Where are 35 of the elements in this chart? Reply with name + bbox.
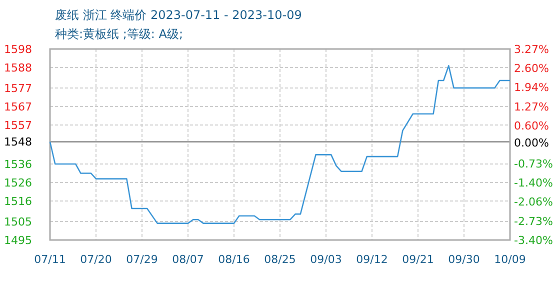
x-tick-label: 09/21	[402, 253, 434, 266]
y-tick-label: 1567	[4, 100, 32, 114]
y-tick-label: 1516	[4, 195, 32, 208]
y2-tick-label: -0.73%	[514, 158, 553, 171]
y-tick-label: 1588	[4, 62, 32, 75]
x-tick-label: 10/09	[494, 253, 526, 266]
x-tick-label: 07/11	[34, 253, 66, 266]
y-tick-label: 1526	[4, 176, 32, 190]
y2-tick-label: 3.27%	[514, 43, 549, 56]
y2-tick-label: -3.40%	[514, 234, 553, 247]
y2-tick-label: 0.00%	[514, 136, 549, 150]
chart-subtitle: 种类:黄板纸 ;等级: A级;	[55, 27, 184, 41]
x-tick-label: 08/25	[264, 253, 296, 266]
y-tick-label: 1548	[4, 136, 32, 149]
x-tick-label: 07/20	[80, 253, 112, 266]
y2-tick-label: 1.27%	[514, 100, 549, 114]
y2-tick-label: 1.94%	[514, 81, 549, 94]
y-tick-label: 1598	[4, 43, 32, 56]
x-tick-label: 09/03	[310, 253, 342, 266]
y-tick-label: 1536	[4, 158, 32, 171]
y2-tick-label: -2.73%	[514, 214, 553, 228]
x-tick-label: 07/29	[126, 253, 158, 266]
y-tick-label: 1577	[4, 82, 32, 95]
x-tick-label: 08/16	[218, 253, 250, 266]
y2-tick-label: -2.06%	[514, 196, 553, 209]
chart-title: 废纸 浙江 终端价 2023-07-11 - 2023-10-09	[55, 8, 302, 22]
y2-tick-label: 0.60%	[514, 119, 549, 132]
x-tick-label: 08/07	[172, 253, 204, 266]
x-tick-label: 09/30	[448, 253, 480, 266]
y-tick-label: 1557	[4, 119, 32, 132]
y2-tick-label: -1.40%	[514, 176, 553, 190]
x-tick-label: 09/12	[356, 253, 388, 266]
y-tick-label: 1495	[4, 234, 32, 247]
y2-tick-label: 2.60%	[514, 62, 549, 76]
y-tick-label: 1505	[4, 215, 32, 228]
